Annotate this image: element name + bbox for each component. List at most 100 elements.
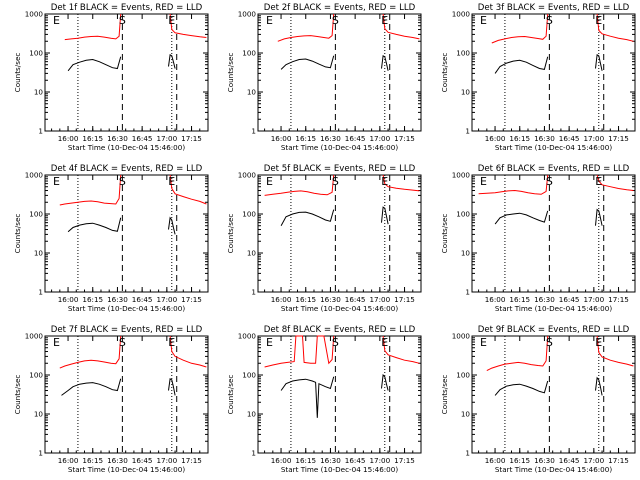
y-tick-label: 1000 (238, 171, 257, 180)
lld-series-line (596, 174, 634, 191)
x-tick-label: 16:30 (320, 456, 341, 465)
x-tick-label: 17:00 (583, 134, 604, 143)
x-tick-label: 16:45 (559, 134, 580, 143)
chart-title: Det 9f BLACK = Events, RED = LLD (478, 325, 630, 335)
marker-label: E (381, 14, 388, 27)
lld-series-line (382, 335, 420, 364)
marker-label: E (168, 14, 175, 27)
marker-label: E (595, 336, 602, 349)
plot-frame (471, 13, 636, 132)
events-series-line (595, 208, 603, 226)
y-tick-label: 10 (247, 249, 257, 258)
y-tick-label: 1000 (25, 332, 44, 341)
marker-label: E (168, 336, 175, 349)
plot-frame (471, 174, 636, 293)
marker-label: S (332, 336, 339, 349)
x-tick-label: 17:15 (608, 295, 629, 304)
marker-label: E (381, 336, 388, 349)
y-tick-label: 10 (247, 88, 257, 97)
y-tick-label: 100 (29, 371, 43, 380)
x-tick-label: 16:45 (132, 134, 153, 143)
plot-frame (44, 13, 209, 132)
marker-label: E (480, 336, 487, 349)
y-axis-label: Counts/sec (13, 375, 22, 415)
y-axis-label: Counts/sec (440, 214, 449, 254)
marker-label: E (381, 175, 388, 188)
y-tick-label: 1 (251, 449, 256, 458)
chart-title: Det 6f BLACK = Events, RED = LLD (478, 164, 630, 174)
x-tick-label: 17:00 (156, 134, 177, 143)
y-tick-label: 1000 (25, 171, 44, 180)
x-tick-label: 16:00 (485, 456, 506, 465)
events-series-line (595, 376, 603, 396)
x-tick-label: 16:30 (107, 456, 128, 465)
y-tick-label: 10 (34, 249, 44, 258)
lld-series-line (169, 13, 207, 38)
lld-series-line (382, 174, 420, 192)
x-tick-label: 16:00 (58, 456, 79, 465)
events-series-line (168, 216, 176, 235)
x-axis-label: Start Time (10-Dec-04 15:46:00) (495, 465, 612, 474)
x-tick-label: 17:00 (369, 456, 390, 465)
events-series-line (381, 373, 389, 391)
x-tick-label: 16:15 (82, 295, 103, 304)
marker-label: E (266, 175, 273, 188)
lld-series-line (486, 335, 549, 372)
y-tick-label: 1 (465, 449, 470, 458)
x-tick-label: 16:45 (559, 456, 580, 465)
lld-series-line (169, 335, 207, 368)
marker-label: E (53, 175, 60, 188)
x-tick-label: 16:15 (509, 134, 530, 143)
events-series-line (280, 376, 335, 418)
x-tick-label: 16:00 (58, 295, 79, 304)
y-axis-label: Counts/sec (440, 375, 449, 415)
marker-label: S (119, 175, 126, 188)
y-axis-label: Counts/sec (13, 53, 22, 93)
x-tick-label: 16:15 (82, 134, 103, 143)
x-tick-label: 16:45 (132, 456, 153, 465)
lld-series-line (59, 174, 122, 206)
events-series-line (494, 210, 549, 225)
x-tick-label: 16:15 (295, 295, 316, 304)
y-tick-label: 100 (242, 210, 256, 219)
y-tick-label: 1000 (238, 10, 257, 19)
marker-label: E (266, 336, 273, 349)
marker-label: E (480, 14, 487, 27)
x-tick-label: 16:00 (271, 295, 292, 304)
marker-label: E (595, 175, 602, 188)
events-series-line (280, 55, 335, 70)
x-tick-label: 16:30 (107, 295, 128, 304)
x-tick-label: 17:15 (394, 134, 415, 143)
y-tick-label: 10 (34, 88, 44, 97)
y-tick-label: 100 (456, 371, 470, 380)
events-series-line (381, 206, 389, 225)
x-tick-label: 17:15 (181, 456, 202, 465)
events-series-line (67, 217, 122, 233)
x-axis-label: Start Time (10-Dec-04 15:46:00) (495, 304, 612, 313)
y-tick-label: 10 (34, 410, 44, 419)
marker-label: E (53, 336, 60, 349)
lld-series-line (596, 335, 634, 367)
x-axis-label: Start Time (10-Dec-04 15:46:00) (281, 143, 398, 152)
y-axis-label: Counts/sec (226, 214, 235, 254)
x-tick-label: 17:00 (156, 295, 177, 304)
chart-panel-5: Det 5f BLACK = Events, RED = LLD 1 10 100 10… (226, 164, 422, 313)
events-series-line (61, 378, 122, 396)
x-tick-label: 16:30 (534, 456, 555, 465)
chart-panel-3: Det 3f BLACK = Events, RED = LLD 1 10 100 10… (440, 3, 636, 152)
lld-series-line (277, 13, 335, 42)
lld-series-line (382, 13, 420, 40)
x-tick-label: 16:15 (509, 295, 530, 304)
x-tick-label: 16:15 (295, 134, 316, 143)
x-tick-label: 17:00 (156, 456, 177, 465)
y-tick-label: 1 (465, 288, 470, 297)
lld-series-line (59, 335, 122, 369)
y-tick-label: 100 (29, 210, 43, 219)
x-tick-label: 16:30 (534, 134, 555, 143)
x-tick-label: 16:00 (485, 134, 506, 143)
y-tick-label: 1000 (452, 332, 471, 341)
marker-label: E (595, 14, 602, 27)
marker-label: S (332, 175, 339, 188)
chart-panel-4: Det 4f BLACK = Events, RED = LLD 1 10 100 10… (13, 164, 209, 313)
